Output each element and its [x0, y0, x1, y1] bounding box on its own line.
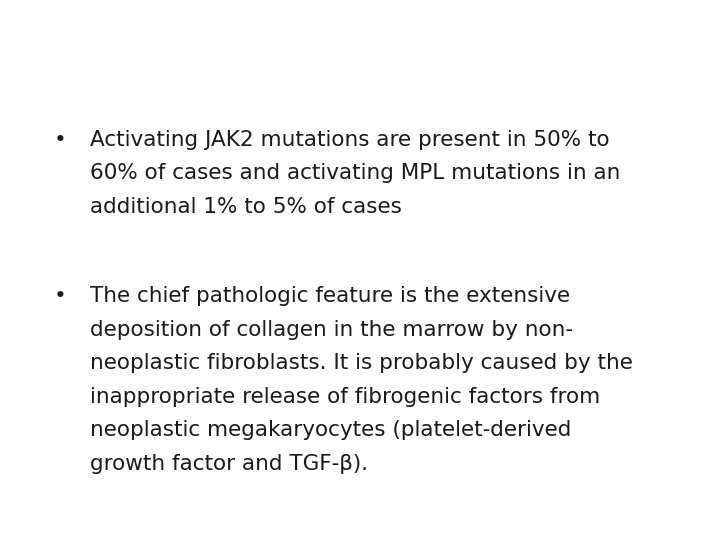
- Text: neoplastic fibroblasts. It is probably caused by the: neoplastic fibroblasts. It is probably c…: [90, 353, 633, 373]
- Text: growth factor and TGF-β).: growth factor and TGF-β).: [90, 454, 368, 474]
- Text: additional 1% to 5% of cases: additional 1% to 5% of cases: [90, 197, 402, 217]
- Text: •: •: [54, 130, 67, 150]
- Text: The chief pathologic feature is the extensive: The chief pathologic feature is the exte…: [90, 286, 570, 306]
- Text: inappropriate release of fibrogenic factors from: inappropriate release of fibrogenic fact…: [90, 387, 600, 407]
- Text: 60% of cases and activating MPL mutations in an: 60% of cases and activating MPL mutation…: [90, 163, 621, 183]
- Text: •: •: [54, 286, 67, 306]
- Text: deposition of collagen in the marrow by non-: deposition of collagen in the marrow by …: [90, 320, 573, 340]
- Text: neoplastic megakaryocytes (platelet-derived: neoplastic megakaryocytes (platelet-deri…: [90, 420, 572, 440]
- Text: Activating JAK2 mutations are present in 50% to: Activating JAK2 mutations are present in…: [90, 130, 610, 150]
